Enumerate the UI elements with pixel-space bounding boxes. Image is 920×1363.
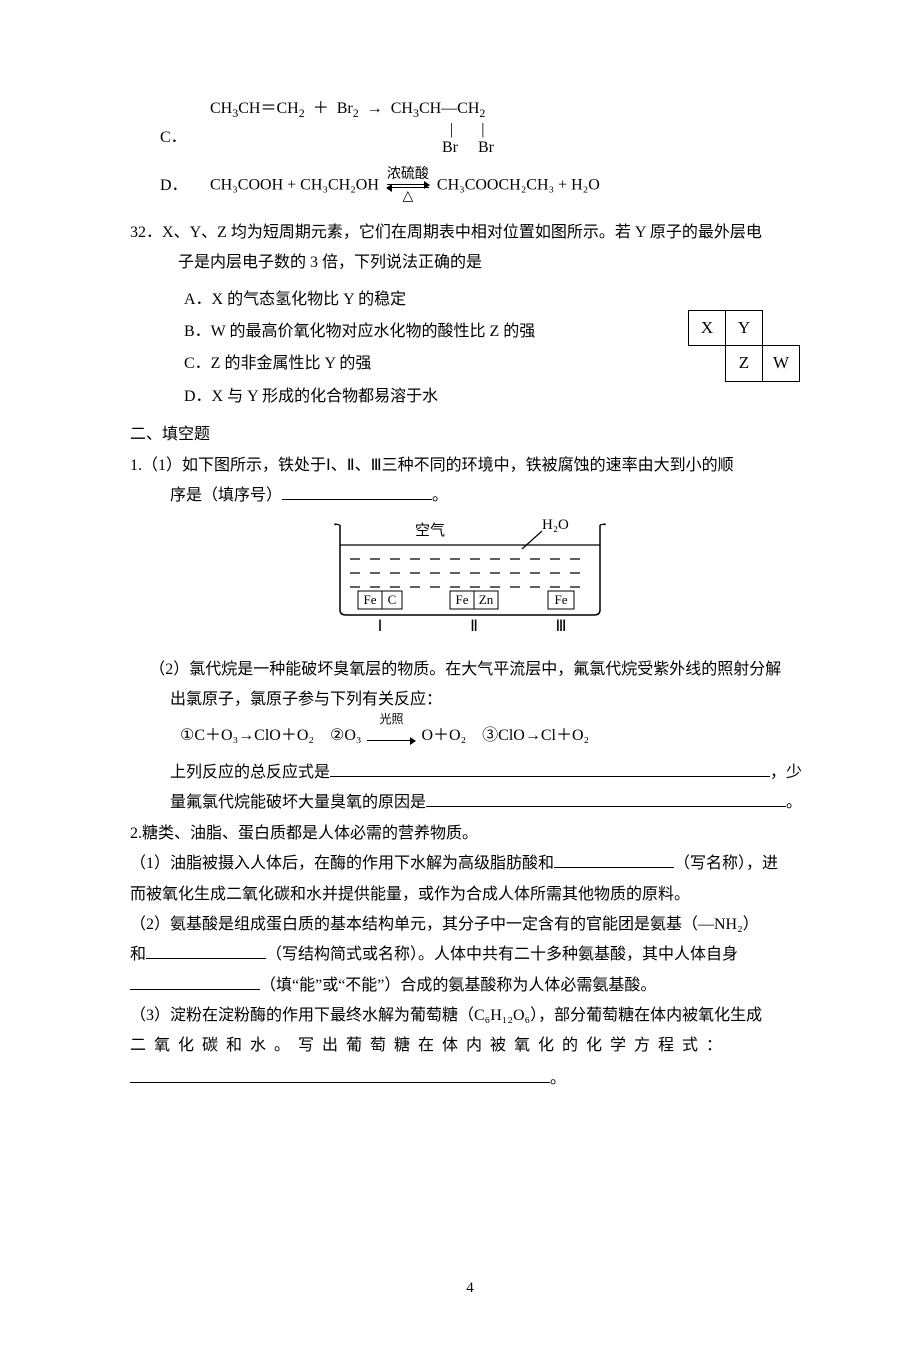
periodic-position-table: X Y Z W (688, 310, 800, 382)
blank[interactable] (146, 942, 266, 959)
h2o-label: H₂O (542, 517, 569, 533)
option-d: D．X 与 Y 形成的化合物都易溶于水 (184, 382, 810, 412)
svg-text:Zn: Zn (479, 592, 494, 607)
cell-y: Y (726, 311, 763, 346)
reaction-condition: 浓硫酸 △ (387, 168, 429, 204)
svg-text:Ⅲ: Ⅲ (555, 618, 566, 635)
blank[interactable] (130, 973, 260, 990)
text: 上列反应的总反应式是 (170, 764, 330, 781)
question-stem-cont: 子是内层电子数的 3 倍，下列说法正确的是 (130, 248, 810, 278)
text: （1）如下图所示，铁处于Ⅰ、Ⅱ、Ⅲ三种不同的环境中，铁被腐蚀的速率由大到小的顺 (142, 457, 734, 474)
svg-text:Fe: Fe (456, 592, 469, 607)
reaction-c: CH3CH＝CH2 ＋ Br2 → CH3CH—CH2 | | Br Br (210, 100, 494, 158)
text: 和 (130, 946, 146, 963)
text: （写结构简式或名称）。人体中共有二十多种氨基酸，其中人体自身 (266, 946, 738, 963)
cell-w: W (763, 346, 800, 381)
text: （写名称），进 (674, 855, 778, 872)
question-number: 1. (130, 457, 142, 474)
svg-text:C: C (388, 592, 397, 607)
svg-text:Fe: Fe (364, 592, 377, 607)
text: （2）氯代烷是一种能破坏臭氧层的物质。在大气平流层中，氟氯代烷受紫外线的照射分解 (149, 655, 810, 685)
text: 。 (786, 794, 802, 811)
text: 。 (432, 487, 448, 504)
text: ，少 (770, 764, 802, 781)
page-number: 4 (130, 1274, 810, 1303)
blank[interactable] (330, 760, 770, 777)
text: （1）油脂被摄入人体后，在酶的作用下水解为高级脂肪酸和 (130, 855, 554, 872)
text: （填“能”或“不能”）合成的氨基酸称为人体必需氨基酸。 (260, 977, 656, 994)
text: 量氟氯代烷能破坏大量臭氧的原因是 (170, 794, 426, 811)
option-label: C． (160, 123, 210, 157)
text: 二 氧 化 碳 和 水 。 写 出 葡 萄 糖 在 体 内 被 氧 化 的 化 … (130, 1031, 810, 1061)
blank[interactable] (130, 1066, 550, 1083)
question-number: 2. (130, 825, 142, 842)
text: 出氯原子，氯原子参与下列有关反应： (130, 685, 810, 715)
cell-z: Z (726, 346, 763, 381)
text: 而被氧化生成二氧化碳和水并提供能量，或作为合成人体所需其他物质的原料。 (130, 880, 810, 910)
question-stem: X、Y、Z 均为短周期元素，它们在周期表中相对位置如图所示。若 Y 原子的最外层… (162, 224, 762, 241)
light-arrow: 光照 (367, 722, 415, 752)
fill-question-1: 1.（1）如下图所示，铁处于Ⅰ、Ⅱ、Ⅲ三种不同的环境中，铁被腐蚀的速率由大到小的… (130, 451, 810, 819)
text: 序是（填序号） (170, 487, 282, 504)
svg-text:Ⅱ: Ⅱ (470, 618, 478, 635)
cell-x: X (689, 311, 726, 346)
section-header: 二、填空题 (130, 420, 810, 450)
option-label: D． (160, 171, 210, 201)
svg-text:Fe: Fe (555, 592, 568, 607)
text: 糖类、油脂、蛋白质都是人体必需的营养物质。 (142, 825, 478, 842)
reaction-d: CH₃COOH + CH₃CH₂OH 浓硫酸 △ CH₃COOCH₂CH₃ + … (210, 168, 600, 204)
text: （2）氨基酸是组成蛋白质的基本结构单元，其分子中一定含有的官能团是氨基（—NH₂… (130, 910, 810, 940)
q31-option-d: D． CH₃COOH + CH₃CH₂OH 浓硫酸 △ CH₃COOCH₂CH₃… (160, 168, 810, 204)
ozone-reactions: ①C＋O₃→ClO＋O₂ ②O₃ 光照 O＋O₂ ③ClO→Cl＋O₂ (130, 721, 810, 752)
question-number: 32． (130, 224, 162, 241)
fill-question-2: 2.糖类、油脂、蛋白质都是人体必需的营养物质。 （1）油脂被摄入人体后，在酶的作… (130, 819, 810, 1095)
text: （3）淀粉在淀粉酶的作用下最终水解为葡萄糖（C₆H₁₂O₆），部分葡萄糖在体内被… (130, 1001, 810, 1031)
blank[interactable] (554, 851, 674, 868)
corrosion-diagram: 空气 H₂O Fe C (130, 515, 810, 646)
text: 。 (550, 1070, 566, 1087)
svg-text:Ⅰ: Ⅰ (378, 618, 383, 635)
air-label: 空气 (415, 522, 445, 539)
blank[interactable] (282, 483, 432, 500)
q31-option-c: C． CH3CH＝CH2 ＋ Br2 → CH3CH—CH2 | | Br Br (160, 100, 810, 158)
blank[interactable] (426, 790, 786, 807)
